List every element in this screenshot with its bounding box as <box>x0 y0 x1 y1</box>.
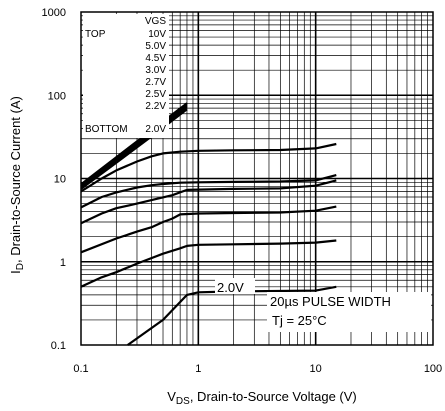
pulse-width-label: 20µs PULSE WIDTH <box>270 294 391 309</box>
legend-header: VGS <box>145 16 166 27</box>
y-tick-label: 0.1 <box>51 340 66 352</box>
plot-frame <box>80 11 434 346</box>
x-tick-label: 100 <box>424 363 442 375</box>
axis-titles: VDS, Drain-to-Source Voltage (V) ID, Drai… <box>8 96 357 407</box>
legend-entry: 2.0V <box>145 124 166 135</box>
legend-bottom-label: BOTTOM <box>85 124 128 135</box>
legend-top-label: TOP <box>85 29 106 40</box>
y-tick-label: 10 <box>54 174 66 186</box>
legend-entry: 3.0V <box>145 65 166 76</box>
series-line <box>80 104 188 188</box>
legend-entry: 2.7V <box>145 77 166 88</box>
legend-entry: 2.5V <box>145 89 166 100</box>
x-tick-label: 1 <box>195 363 201 375</box>
legend-entry: 2.2V <box>145 101 166 112</box>
series-line <box>80 179 337 225</box>
legend-background <box>83 14 169 138</box>
data-series <box>80 102 337 346</box>
pulse-box-background <box>267 292 431 332</box>
curve-label-background <box>215 278 255 294</box>
curve-label: 2.0V <box>217 280 244 295</box>
legend-entry: 5.0V <box>145 41 166 52</box>
series-line <box>80 102 188 186</box>
series-line <box>127 285 337 346</box>
legend-entry: 10V <box>148 29 166 40</box>
x-axis-title: VDS, Drain-to-Source Voltage (V) <box>167 389 356 407</box>
x-tick-label: 10 <box>310 363 322 375</box>
y-tick-label: 100 <box>48 90 66 102</box>
series-line <box>80 108 188 190</box>
tick-labels: 0.1 1 10 100 0.1 1 10 100 1000 <box>42 7 443 375</box>
legend-entry: 4.5V <box>145 53 166 64</box>
series-line <box>80 239 337 288</box>
y-tick-label: 1 <box>60 257 66 269</box>
temperature-label: Tj = 25°C <box>272 313 327 328</box>
y-tick-label: 1000 <box>42 7 66 19</box>
series-line <box>80 142 337 193</box>
series-line <box>80 205 337 254</box>
series-line <box>80 174 337 209</box>
y-axis-title: ID, Drain-to-Source Current (A) <box>8 96 26 274</box>
x-tick-label: 0.1 <box>73 363 88 375</box>
